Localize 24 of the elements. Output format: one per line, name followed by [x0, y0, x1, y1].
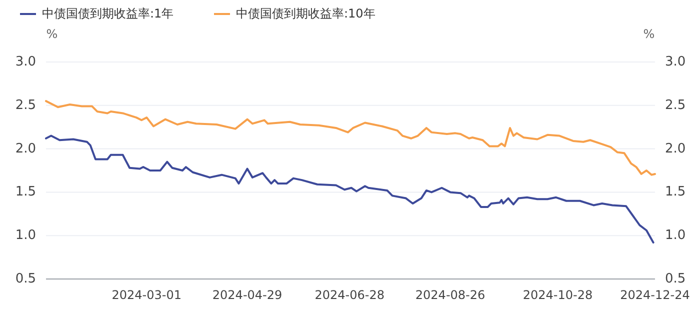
line-series — [45, 100, 656, 176]
y2-axis-title: % — [643, 27, 655, 41]
legend-label: 中债国债到期收益率:10年 — [236, 6, 376, 20]
legend-label: 中债国债到期收益率:1年 — [42, 6, 174, 20]
y-tick-label: 2.0 — [15, 141, 36, 156]
y-tick-label: 2.5 — [15, 98, 36, 113]
x-tick-label: 2024-12-24 — [620, 288, 690, 302]
y-tick-label: 1.5 — [15, 184, 36, 200]
y2-tick-label: 1.5 — [665, 184, 686, 200]
y2-tick-label: 3.0 — [665, 54, 686, 70]
y2-tick-label: 0.5 — [665, 272, 686, 287]
line-series — [45, 134, 654, 244]
x-tick-label: 2024-10-28 — [522, 288, 593, 302]
y2-tick-label: 2.0 — [665, 141, 686, 156]
x-tick-label: 2024-06-28 — [314, 288, 385, 302]
y-axis-title: % — [46, 27, 58, 41]
x-tick-label: 2024-04-29 — [212, 288, 282, 302]
y-tick-label: 1.0 — [15, 228, 36, 244]
x-tick-label: 2024-03-01 — [112, 288, 182, 302]
x-tick-label: 2024-08-26 — [415, 288, 486, 302]
y2-tick-label: 1.0 — [665, 228, 686, 244]
y2-tick-label: 2.5 — [665, 98, 686, 113]
y-tick-label: 0.5 — [15, 272, 36, 287]
y-tick-label: 3.0 — [15, 54, 36, 70]
